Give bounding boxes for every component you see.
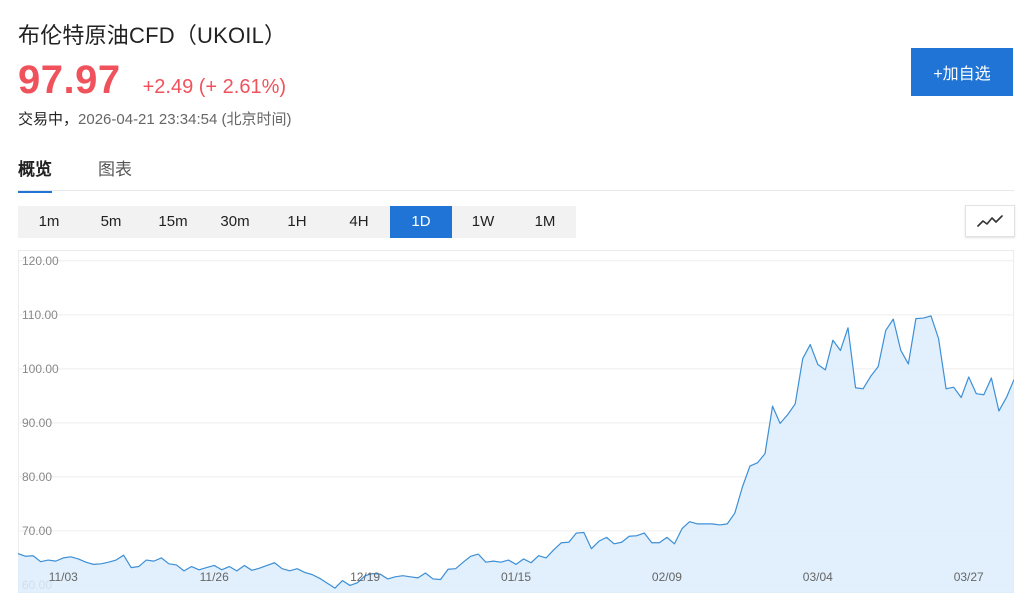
period-1m[interactable]: 1m [18, 206, 80, 238]
price-chart[interactable]: 60.0070.0080.0090.00100.00110.00120.0011… [18, 250, 1014, 593]
tab-overview[interactable]: 概览 [18, 155, 52, 193]
price-row: 97.97 +2.49 (+ 2.61%) [18, 58, 286, 103]
period-1w[interactable]: 1W [452, 206, 514, 238]
x-tick-label: 11/26 [200, 570, 229, 584]
x-tick-label: 02/09 [652, 570, 682, 584]
price-line [18, 315, 1014, 589]
y-tick-label: 70.00 [22, 524, 52, 538]
period-5m[interactable]: 5m [80, 206, 142, 238]
period-1h[interactable]: 1H [266, 206, 328, 238]
tab-chart[interactable]: 图表 [98, 160, 132, 179]
y-tick-label: 100.00 [22, 362, 59, 376]
y-tick-label: 80.00 [22, 470, 52, 484]
chart-type-button[interactable] [965, 205, 1015, 237]
trading-status: 交易中，2026-04-21 23:34:54 (北京时间) [18, 108, 291, 129]
price-area [18, 315, 1014, 593]
y-tick-label: 90.00 [22, 416, 52, 430]
period-15m[interactable]: 15m [142, 206, 204, 238]
period-1mo[interactable]: 1M [514, 206, 576, 238]
period-30m[interactable]: 30m [204, 206, 266, 238]
period-selector: 1m 5m 15m 30m 1H 4H 1D 1W 1M [18, 206, 576, 238]
add-watchlist-button[interactable]: +加自选 [911, 48, 1013, 96]
view-tabs: 概览 图表 [18, 155, 178, 193]
price-chart-svg: 60.0070.0080.0090.00100.00110.00120.0011… [18, 250, 1014, 593]
x-tick-label: 01/15 [501, 570, 531, 584]
y-tick-label: 120.00 [22, 254, 59, 268]
y-tick-label: 110.00 [22, 308, 58, 322]
period-4h[interactable]: 4H [328, 206, 390, 238]
x-tick-label: 12/19 [350, 570, 380, 584]
period-1d[interactable]: 1D [390, 206, 452, 238]
instrument-title: 布伦特原油CFD（UKOIL） [18, 23, 287, 48]
x-tick-label: 03/04 [803, 570, 833, 584]
last-price: 97.97 [18, 58, 121, 102]
update-time: 2026-04-21 23:34:54 (北京时间) [78, 111, 292, 128]
x-tick-label: 11/03 [49, 570, 78, 584]
x-tick-label: 03/27 [954, 570, 984, 584]
line-chart-icon [977, 215, 1003, 227]
tab-divider [18, 190, 1014, 191]
price-change: +2.49 (+ 2.61%) [142, 76, 287, 98]
trading-state: 交易中， [18, 111, 79, 128]
